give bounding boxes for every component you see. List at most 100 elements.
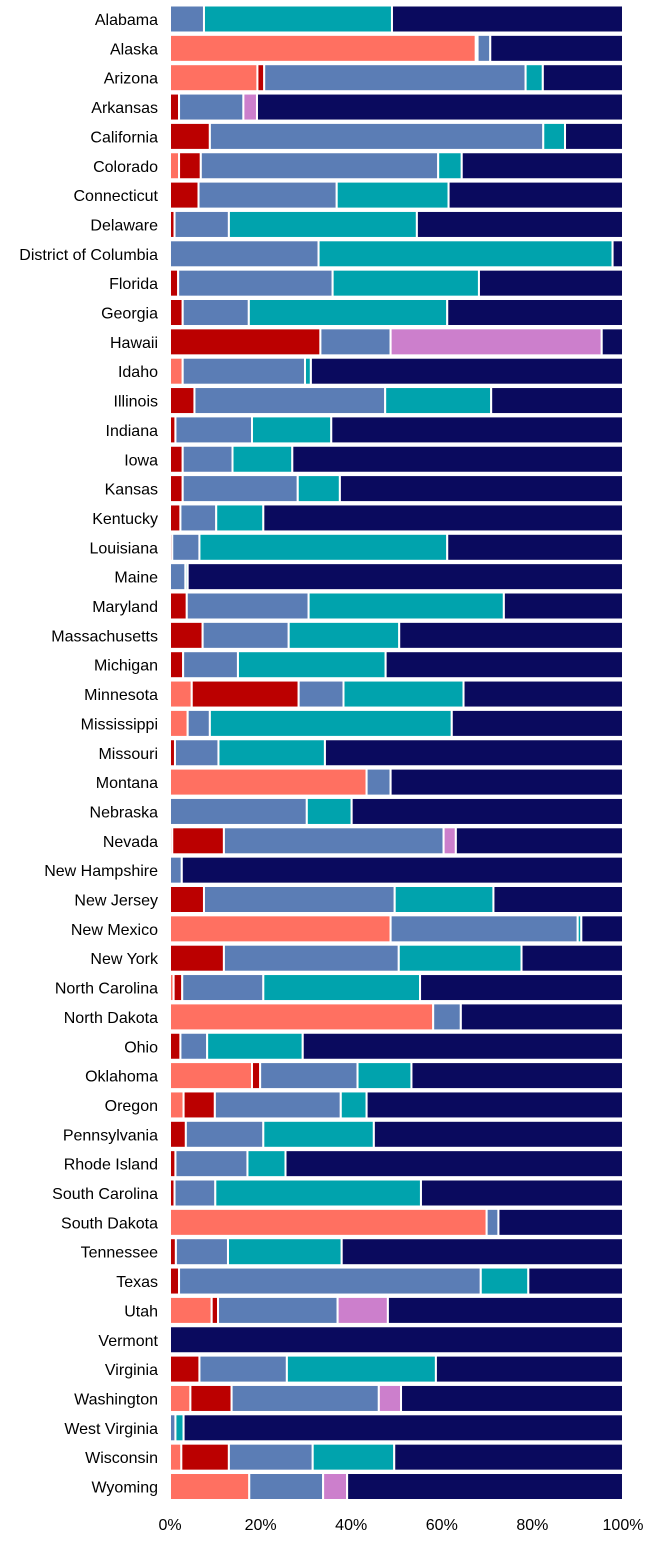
state-label: Iowa — [124, 452, 158, 469]
bar-segment — [231, 444, 294, 474]
bar-row — [169, 1354, 624, 1384]
bar-segment — [215, 503, 265, 533]
state-label: Vermont — [98, 1333, 158, 1350]
bar-row — [169, 444, 624, 474]
bar-segment — [365, 767, 392, 797]
bar-segment — [169, 1207, 488, 1237]
bar-segment — [309, 356, 624, 386]
bar-segment — [171, 532, 201, 562]
state-label: New York — [90, 951, 159, 968]
bar-row — [169, 1207, 625, 1237]
bar-segment — [419, 1178, 624, 1208]
bar-segment — [335, 180, 450, 210]
bar-row — [169, 151, 625, 181]
bar-segment — [169, 1295, 213, 1325]
bar-segment — [190, 679, 300, 709]
bar-segment — [169, 885, 205, 914]
bar-segment — [169, 180, 200, 210]
bar-segment — [296, 474, 341, 504]
bar-segment — [336, 1295, 389, 1325]
state-label: Michigan — [94, 658, 158, 675]
bar-segment — [356, 1061, 413, 1091]
bar-segment — [227, 209, 418, 239]
state-label: Tennessee — [81, 1245, 158, 1262]
bar-segment — [502, 591, 624, 621]
state-label: Mississippi — [81, 716, 158, 733]
bar-row — [169, 1472, 624, 1501]
bar-row — [169, 298, 624, 327]
bar-row — [169, 386, 624, 416]
bar-segment — [169, 767, 368, 797]
bar-row — [169, 885, 624, 914]
bar-row — [169, 1031, 624, 1061]
bar-segment — [339, 1090, 368, 1120]
bar-segment — [338, 474, 625, 504]
bar-segment — [305, 796, 353, 826]
bar-segment — [350, 796, 624, 826]
bar-segment — [178, 151, 202, 181]
bar-row — [169, 327, 625, 357]
bar-segment — [173, 209, 230, 239]
state-label: Georgia — [101, 306, 158, 323]
bar-row — [169, 209, 624, 239]
bar-segment — [169, 914, 392, 944]
bar-segment — [346, 1472, 624, 1501]
bar-segment — [434, 1354, 624, 1384]
bar-segment — [222, 943, 400, 973]
x-tick-label: 60% — [426, 1517, 458, 1534]
state-label: Arkansas — [91, 100, 158, 117]
state-label: Ohio — [124, 1039, 158, 1056]
bar-segment — [297, 679, 345, 709]
bar-segment — [400, 1383, 624, 1413]
state-label: Wyoming — [91, 1480, 158, 1497]
bar-segment — [317, 239, 614, 269]
bar-segment — [186, 708, 211, 738]
bar-segment — [489, 33, 624, 63]
bar-segment — [262, 973, 422, 1003]
bar-row — [169, 1413, 624, 1443]
bar-segment — [386, 1295, 625, 1325]
bar-segment — [181, 356, 306, 386]
state-label: Oklahoma — [85, 1069, 158, 1086]
state-label: Delaware — [90, 217, 158, 234]
bar-segment — [450, 708, 624, 738]
state-label: Colorado — [93, 159, 158, 176]
bar-segment — [169, 650, 185, 680]
bar-segment — [169, 679, 193, 709]
bar-segment — [206, 1031, 304, 1061]
bar-segment — [169, 4, 205, 34]
bar-segment — [169, 1002, 435, 1032]
bar-segment — [193, 386, 387, 416]
bar-segment — [611, 239, 625, 269]
bar-segment — [169, 1383, 192, 1413]
bar-segment — [169, 92, 181, 122]
bar-segment — [169, 1354, 201, 1384]
bar-segment — [169, 620, 204, 650]
bar-row — [169, 562, 624, 592]
bar-segment — [250, 1061, 262, 1091]
bar-row — [169, 738, 624, 768]
bar-segment — [301, 1031, 624, 1061]
bar-segment — [169, 386, 196, 416]
state-label: Louisiana — [90, 540, 159, 557]
bar-segment — [174, 1413, 185, 1443]
bar-segment — [307, 591, 505, 621]
state-label: Maine — [114, 570, 158, 587]
bar-segment — [365, 1090, 624, 1120]
bar-segment — [246, 1149, 287, 1179]
bar-row — [169, 708, 624, 738]
bar-segment — [172, 973, 184, 1003]
state-label: North Dakota — [64, 1010, 158, 1027]
bar-segment — [432, 1002, 462, 1032]
bar-segment — [389, 327, 603, 357]
bar-segment — [180, 855, 624, 885]
bar-segment — [201, 620, 290, 650]
bar-segment — [178, 92, 245, 122]
state-label: Kentucky — [92, 511, 158, 528]
bar-segment — [169, 1031, 182, 1061]
x-tick-label: 80% — [516, 1517, 548, 1534]
bar-segment — [198, 1354, 288, 1384]
bar-segment — [182, 1413, 624, 1443]
bar-row — [169, 767, 624, 797]
